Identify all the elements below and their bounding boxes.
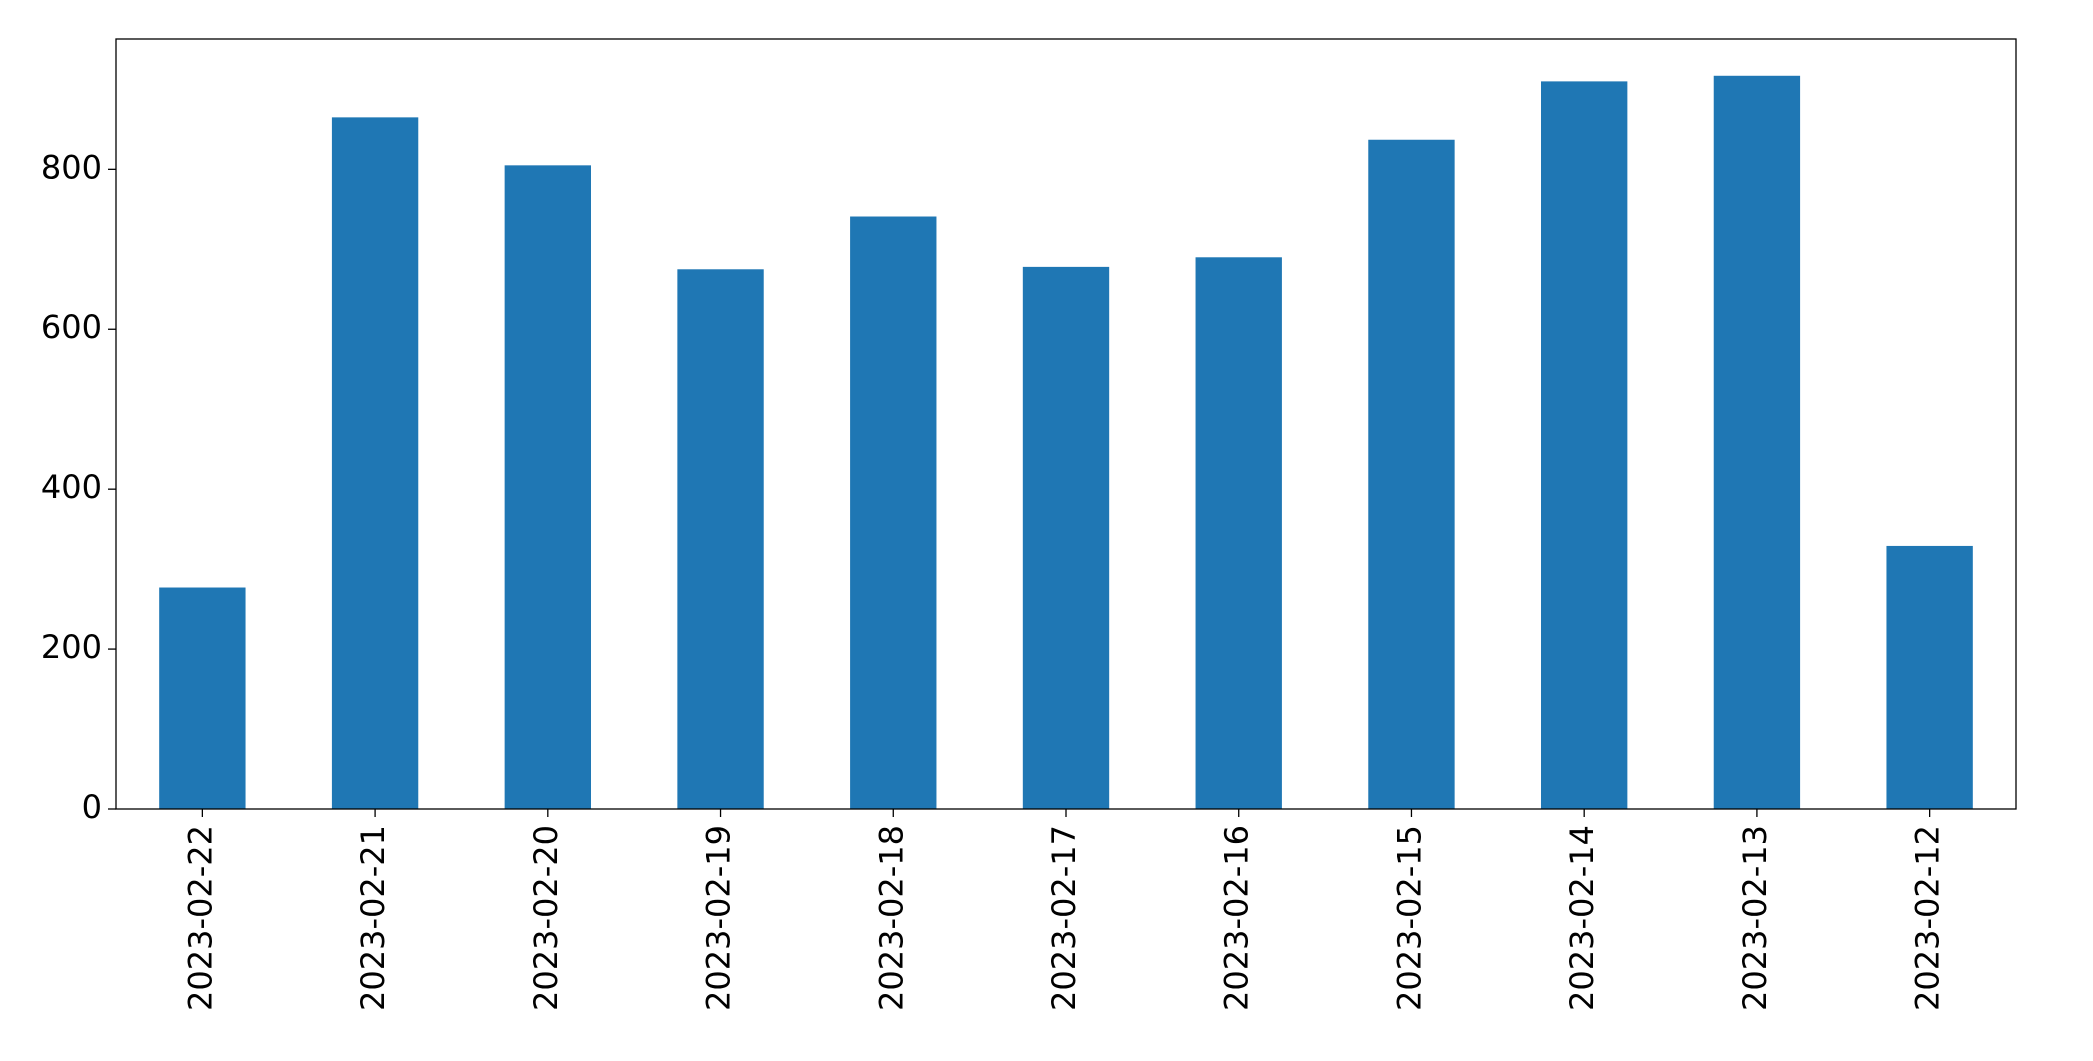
- y-tick-label: 0: [82, 788, 102, 826]
- bar: [504, 165, 591, 810]
- x-tick-label: 2023-02-15: [1390, 825, 1428, 1011]
- x-tick-label: 2023-02-12: [1909, 825, 1947, 1011]
- x-tick-label: 2023-02-18: [872, 825, 910, 1011]
- x-tick-label: 2023-02-16: [1218, 825, 1256, 1011]
- bar: [1886, 545, 1973, 809]
- x-tick-label: 2023-02-17: [1045, 825, 1083, 1011]
- bar: [1022, 266, 1110, 810]
- x-tick-label: 2023-02-21: [354, 825, 392, 1011]
- x-tick-label: 2023-02-20: [527, 825, 565, 1011]
- bar: [159, 587, 246, 809]
- x-tick-label: 2023-02-13: [1736, 825, 1774, 1011]
- bar: [1368, 139, 1455, 809]
- x-tick-label: 2023-02-19: [700, 825, 738, 1011]
- bar: [1713, 75, 1801, 810]
- x-tick-label: 2023-02-22: [181, 825, 219, 1011]
- bar: [850, 216, 937, 809]
- bar: [1195, 257, 1282, 809]
- plot-frame: [115, 38, 2017, 810]
- y-tick-label: 600: [41, 308, 102, 346]
- bar: [1541, 81, 1628, 809]
- bar: [677, 269, 764, 809]
- y-tick-label: 400: [41, 468, 102, 506]
- y-tick-label: 800: [41, 148, 102, 186]
- y-tick-label: 200: [41, 628, 102, 666]
- x-tick-label: 2023-02-14: [1563, 825, 1601, 1011]
- bar: [331, 117, 419, 809]
